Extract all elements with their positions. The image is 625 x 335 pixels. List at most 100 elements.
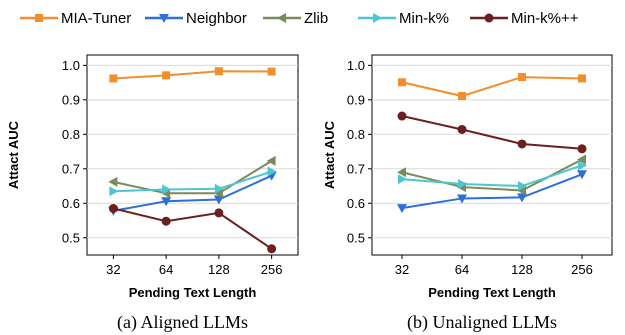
data-point-min-kpct [214,183,224,194]
plot-area [86,54,299,256]
x-axis-label: Pending Text Length [428,285,556,300]
legend-label-min-kpctplusplus: Min-k%++ [511,10,579,27]
data-point-min-kpct [398,174,407,185]
data-point-min-kpctplusplus [397,111,407,121]
series-neighbor [397,170,587,214]
panel-caption: (b) Unaligned LLMs [407,312,557,333]
y-axis-label: Attact AUC [6,120,21,189]
series-min-kpct [398,160,587,192]
data-point-min-kpctplusplus [577,144,587,154]
data-point-neighbor [213,195,224,205]
data-point-mia-tuner [398,78,406,87]
data-point-min-kpctplusplus [161,216,171,226]
y-tick-label: 0.7 [347,161,365,176]
data-point-zlib [266,155,276,166]
panel-caption: (a) Aligned LLMs [117,312,248,333]
x-tick-label: 32 [395,262,409,277]
plot-area [371,54,613,256]
series-line-neighbor [401,173,583,210]
x-tick-label: 256 [571,262,593,277]
data-point-zlib [213,188,223,199]
legend-marker-zlib [277,13,286,23]
y-tick-label: 0.7 [62,161,80,176]
legend-label-min-kpct: Min-k% [399,10,449,27]
series-line-min-kpct [113,170,272,193]
y-tick-label: 0.5 [62,230,80,245]
chart-unaligned-llms: 0.5 0.6 0.7 0.8 0.9 1.0 32 64 128 256 Pending Text… [322,54,613,333]
data-point-min-kpctplusplus [517,139,527,149]
y-tick-label: 1.0 [62,58,80,73]
y-tick-label: 0.6 [62,196,80,211]
legend-label-zlib: Zlib [304,10,328,27]
x-tick-label: 64 [159,262,173,277]
y-tick-label: 0.9 [62,92,80,107]
data-point-min-kpctplusplus [457,124,467,134]
data-point-mia-tuner [267,67,276,76]
data-point-zlib [397,167,406,178]
series-line-min-kpctplusplus [401,115,583,150]
y-tick-label: 0.8 [347,127,365,142]
series-min-kpctplusplus [397,111,587,154]
data-point-min-kpct [458,178,467,189]
legend-item-min-kpct: Min-k% [358,10,449,27]
data-point-mia-tuner [214,67,223,76]
data-point-mia-tuner [162,71,171,80]
series-line-mia-tuner [401,76,583,98]
data-point-min-kpct [267,166,277,177]
legend-label-mia-tuner: MIA-Tuner [61,10,131,27]
legend-item-min-kpctplusplus: Min-k%++ [470,10,579,27]
data-point-min-kpctplusplus [267,244,277,254]
data-point-min-kpctplusplus [108,203,118,213]
data-point-neighbor [457,194,467,204]
legend-label-neighbor: Neighbor [186,10,247,27]
data-point-neighbor [517,193,527,203]
data-point-mia-tuner [109,74,118,83]
series-zlib [108,155,276,199]
legend-item-neighbor: Neighbor [145,10,247,27]
x-tick-label: 256 [261,262,283,277]
series-mia-tuner [398,73,586,101]
data-point-zlib [577,154,586,165]
y-axis-label: Attact AUC [322,120,337,189]
series-line-neighbor [113,174,273,212]
legend-marker-mia-tuner [35,14,43,22]
series-line-min-kpctplusplus [113,207,273,250]
data-point-mia-tuner [518,73,526,82]
y-tick-label: 0.9 [347,92,365,107]
data-point-mia-tuner [458,92,466,101]
series-min-kpctplusplus [108,203,277,254]
legend: MIA-Tuner Neighbor Zlib Min-k% Min-k%++ [20,10,579,27]
chart-aligned-llms: 0.5 0.6 0.7 0.8 0.9 1.0 32 64 128 256 Pending Text… [6,54,299,333]
data-point-min-kpct [578,160,587,171]
y-tick-label: 1.0 [347,58,365,73]
x-axis-label: Pending Text Length [129,285,257,300]
y-tick-label: 0.5 [347,230,365,245]
series-mia-tuner [109,67,276,83]
series-line-min-kpct [401,164,583,188]
legend-marker-neighbor [159,14,169,23]
data-point-zlib [517,185,526,196]
legend-item-mia-tuner: MIA-Tuner [20,10,131,27]
data-point-min-kpct [162,184,172,195]
data-point-min-kpct [109,186,119,197]
x-tick-label: 32 [106,262,120,277]
legend-marker-min-kpctplusplus [484,13,494,23]
data-point-min-kpctplusplus [214,208,224,218]
data-point-mia-tuner [578,74,586,83]
series-min-kpct [109,166,277,197]
data-point-min-kpct [518,181,527,192]
data-point-neighbor [577,170,587,180]
legend-item-zlib: Zlib [263,10,328,27]
x-tick-label: 64 [455,262,469,277]
legend-marker-min-kpct [373,13,382,23]
data-point-neighbor [161,197,172,207]
x-tick-label: 128 [208,262,230,277]
x-tick-label: 128 [511,262,533,277]
series-line-zlib [113,160,273,195]
series-line-mia-tuner [113,70,272,80]
y-tick-label: 0.6 [347,196,365,211]
data-point-neighbor [397,204,407,214]
y-tick-label: 0.8 [62,127,80,142]
data-point-zlib [108,176,118,187]
